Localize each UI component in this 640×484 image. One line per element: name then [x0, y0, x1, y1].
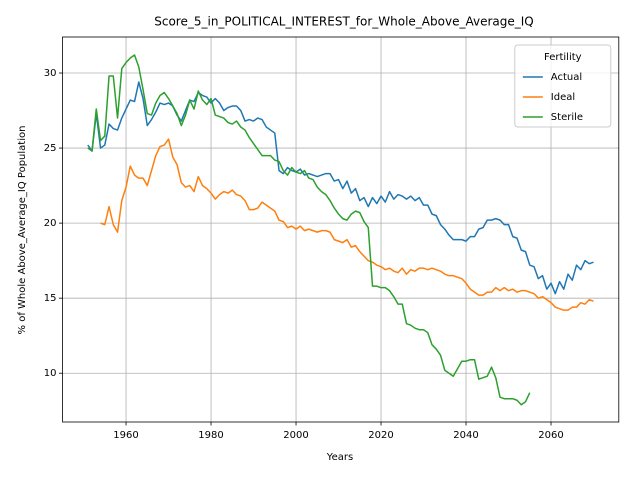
y-tick-label: 10	[44, 368, 57, 379]
y-tick-label: 25	[44, 143, 57, 154]
y-tick-label: 15	[44, 293, 57, 304]
legend-title: Fertility	[544, 52, 582, 63]
x-tick-label: 2020	[368, 430, 393, 441]
x-tick-label: 1960	[113, 430, 138, 441]
line-series	[87, 54, 531, 406]
x-tick-label: 2000	[283, 430, 308, 441]
x-tick-label: 2040	[453, 430, 478, 441]
plot-frame	[62, 36, 620, 423]
x-axis-label: Years	[326, 452, 353, 463]
x-tick-label: 1980	[198, 430, 223, 441]
x-tick-label: 2060	[538, 430, 563, 441]
y-tick-label: 30	[44, 68, 57, 79]
chart-title: Score_5_in_POLITICAL_INTEREST_for_Whole_…	[154, 15, 533, 29]
legend: Fertility Actual Ideal Sterile	[514, 44, 612, 128]
legend-label: Ideal	[551, 92, 575, 103]
legend-label: Actual	[551, 72, 582, 83]
line-series	[100, 138, 594, 311]
y-tick-label: 20	[44, 218, 57, 229]
y-axis-label: % of Whole Above_Average_IQ Population	[17, 126, 28, 335]
legend-label: Sterile	[551, 112, 583, 123]
legend-box	[514, 44, 612, 128]
